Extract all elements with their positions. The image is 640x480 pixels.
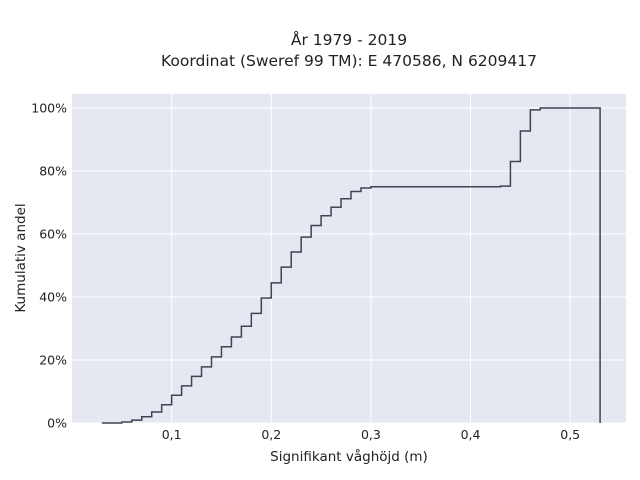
y-tick-label: 100% xyxy=(31,101,67,116)
x-tick-label: 0,1 xyxy=(162,427,182,442)
plot-area xyxy=(72,94,626,423)
y-tick-label: 40% xyxy=(39,290,67,305)
x-tick-label: 0,3 xyxy=(361,427,381,442)
x-tick-labels: 0,1 0,2 0,3 0,4 0,5 xyxy=(162,427,580,442)
chart-title-line2: Koordinat (Sweref 99 TM): E 470586, N 62… xyxy=(161,52,537,70)
y-tick-labels: 0% 20% 40% 60% 80% 100% xyxy=(31,101,67,431)
x-gridlines xyxy=(171,94,571,423)
ecdf-step-line xyxy=(101,107,601,424)
x-tick-label: 0,4 xyxy=(461,427,481,442)
y-tick-label: 80% xyxy=(39,164,67,179)
x-tick-label: 0,5 xyxy=(560,427,580,442)
x-tick-label: 0,2 xyxy=(261,427,281,442)
chart-title-line1: År 1979 - 2019 xyxy=(291,30,407,49)
y-axis-title: Kumulativ andel xyxy=(13,203,29,312)
series-layer xyxy=(101,107,601,424)
x-axis-title: Signifikant våghöjd (m) xyxy=(270,448,428,465)
y-gridlines xyxy=(72,107,626,424)
y-tick-label: 60% xyxy=(39,227,67,242)
y-tick-label: 0% xyxy=(47,416,67,431)
y-tick-label: 20% xyxy=(39,353,67,368)
